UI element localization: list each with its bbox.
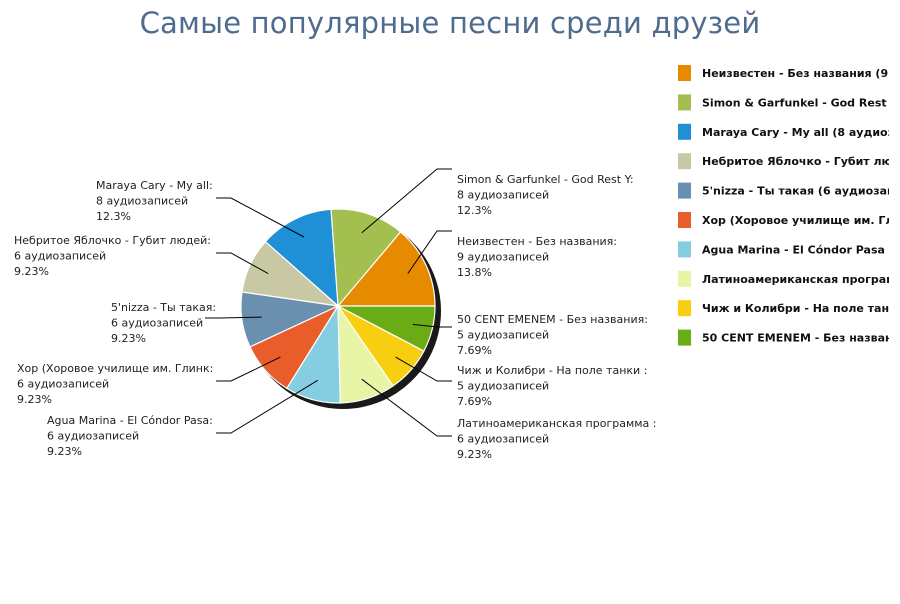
slice-label-name: 5'nizza - Ты такая:: [111, 301, 216, 314]
legend-label: 50 CENT EMENEM - Без названия (5 аудиоза…: [702, 332, 900, 345]
slice-label-count: 6 аудиозаписей: [47, 430, 139, 443]
legend: Неизвестен - Без названия (9 аудиозаписе…: [678, 65, 900, 346]
pie-slice: [337, 305, 436, 352]
slice-label-percent: 12.3%: [96, 210, 131, 223]
slice-label-percent: 7.69%: [457, 344, 492, 357]
leader-line: [361, 378, 452, 437]
slice-labels: Неизвестен - Без названия: 9 аудиозаписей…: [14, 173, 657, 461]
slice-label-name: Неизвестен - Без названия:: [457, 235, 617, 248]
slice-label-percent: 9.23%: [111, 332, 146, 345]
legend-label: Хор (Хоровое училище им. Глинки) (6 ауди…: [702, 214, 900, 227]
chart-title: Самые популярные песни среди друзей: [139, 6, 761, 40]
legend-label: Небритое Яблочко - Губит людей (6 аудиоз…: [702, 155, 900, 168]
slice-label-count: 6 аудиозаписей: [457, 433, 549, 446]
leader-line: [412, 323, 452, 328]
leader-line: [395, 356, 452, 382]
pie-slices: [240, 208, 436, 404]
slice-label-count: 5 аудиозаписей: [457, 329, 549, 342]
leader-line: [205, 316, 262, 319]
leader-lines: [205, 168, 452, 437]
legend-label: Simon & Garfunkel - God Rest Y (8 аудиоз…: [702, 96, 900, 109]
slice-label-name: Хор (Хоровое училище им. Глинк:: [17, 362, 213, 375]
slice-label-name: 50 CENT EMENEM - Без названия:: [457, 313, 648, 326]
legend-label: 5'nizza - Ты такая (6 аудиозаписей): [702, 185, 900, 198]
slice-label-count: 9 аудиозаписей: [457, 251, 549, 264]
leader-line: [216, 197, 305, 238]
slice-label-count: 5 аудиозаписей: [457, 380, 549, 393]
pie-slice: [336, 231, 436, 307]
leader-line: [361, 168, 452, 234]
legend-swatch: [678, 300, 691, 317]
legend-swatch: [678, 329, 691, 346]
slice-label-percent: 9.23%: [14, 265, 49, 278]
slice-label-percent: 9.23%: [457, 448, 492, 461]
leader-line: [216, 379, 319, 434]
leader-line: [216, 356, 281, 382]
legend-swatch: [678, 123, 691, 140]
pie-slice: [330, 208, 402, 308]
slice-label-name: Латиноамериканская программа :: [457, 417, 657, 430]
slice-label-name: Simon & Garfunkel - God Rest Y:: [457, 173, 634, 186]
leader-line: [216, 252, 269, 275]
legend-swatch: [678, 270, 691, 287]
slice-label-name: Чиж и Колибри - На поле танки :: [457, 364, 647, 377]
slice-label-name: Agua Marina - El Cóndor Pasa:: [47, 414, 213, 427]
slice-label-count: 6 аудиозаписей: [17, 378, 109, 391]
leader-line: [407, 230, 452, 274]
slice-label-name: Maraya Cary - My all:: [96, 179, 213, 192]
legend-swatch: [678, 153, 691, 170]
legend-label: Неизвестен - Без названия (9 аудиозаписе…: [702, 67, 900, 80]
slice-label-percent: 9.23%: [47, 445, 82, 458]
slice-label-percent: 12.3%: [457, 204, 492, 217]
legend-swatch: [678, 241, 691, 258]
slice-label-count: 6 аудиозаписей: [111, 317, 203, 330]
slice-label-percent: 7.69%: [457, 395, 492, 408]
legend-label: Чиж и Колибри - На поле танки (5 аудиоза…: [702, 302, 900, 315]
legend-label: Латиноамериканская программа (6 аудиозап…: [702, 273, 900, 286]
legend-swatch: [678, 182, 691, 199]
slice-label-count: 8 аудиозаписей: [96, 195, 188, 208]
legend-swatch: [678, 212, 691, 228]
pie-slice: [264, 208, 339, 308]
legend-items: Неизвестен - Без названия (9 аудиозаписе…: [678, 65, 900, 346]
legend-swatch: [678, 65, 691, 81]
slice-label-percent: 13.8%: [457, 266, 492, 279]
slice-label-name: Небритое Яблочко - Губит людей:: [14, 234, 211, 247]
slice-label-count: 8 аудиозаписей: [457, 189, 549, 202]
slice-label-percent: 9.23%: [17, 393, 52, 406]
slice-label-count: 6 аудиозаписей: [14, 250, 106, 263]
legend-label: Agua Marina - El Cóndor Pasa (6 аудиозап…: [702, 243, 900, 256]
legend-label: Maraya Cary - My all (8 аудиозаписей): [702, 126, 900, 139]
legend-swatch: [678, 94, 691, 111]
